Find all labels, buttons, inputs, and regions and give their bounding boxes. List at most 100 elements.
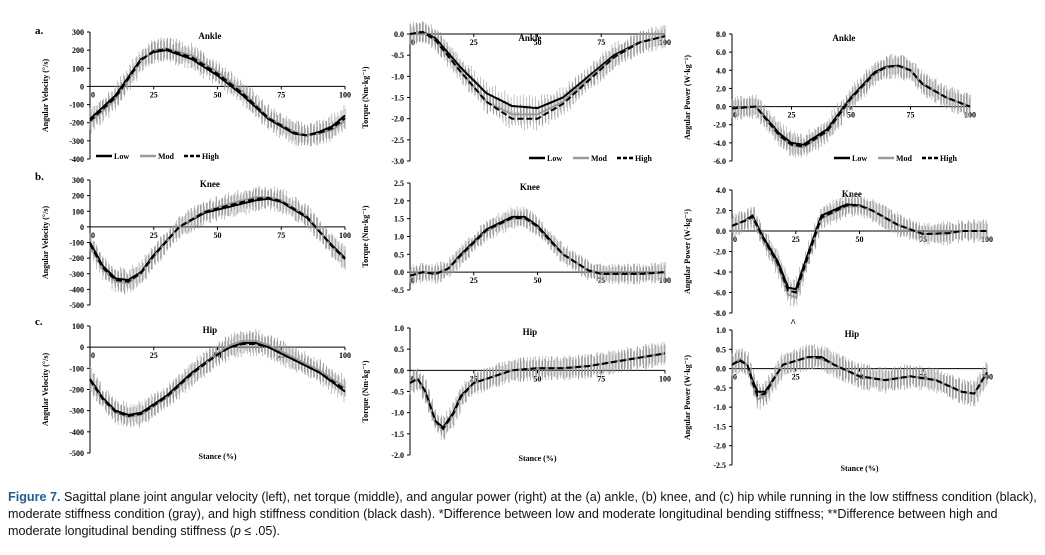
y-tick-label: 0 (80, 82, 84, 91)
row-label-c: c. (35, 316, 43, 328)
x-tick-label: 75 (277, 231, 285, 240)
x-tick-label: 0 (91, 90, 95, 99)
caption-text-a: Sagittal plane joint angular velocity (l… (8, 490, 1037, 538)
y-tick-label: 2.0 (394, 197, 404, 206)
y-tick-label: -300 (69, 407, 84, 416)
x-axis-label: Stance (%) (519, 454, 557, 463)
series-line-high (731, 355, 988, 397)
x-tick-label: 100 (981, 235, 993, 244)
x-tick-label: 25 (792, 373, 800, 382)
chart-title: Knee (200, 179, 220, 189)
x-tick-label: 100 (339, 231, 351, 240)
x-tick-label: 25 (470, 38, 478, 47)
y-tick-label: -400 (69, 428, 84, 437)
y-tick-label: 1.5 (394, 215, 404, 224)
y-tick-label: 1.0 (394, 233, 404, 242)
caption-p-italic: p (233, 524, 241, 538)
series-line-mod (731, 205, 987, 299)
y-tick-label: 0.5 (716, 345, 726, 354)
y-axis-label: Angular Power (W·kg⁻¹) (683, 55, 692, 140)
legend-label-low: Low (114, 152, 129, 161)
y-tick-label: 200 (72, 192, 84, 201)
chart-c2: 1.00.50.0-0.5-1.0-1.5-2.00255075100HipTo… (361, 324, 671, 463)
y-tick-label: -200 (69, 119, 84, 128)
series-line-high (731, 64, 971, 148)
y-tick-label: -2.0 (391, 451, 404, 460)
y-tick-label: 1.0 (394, 324, 404, 333)
row-label-a: a. (35, 25, 44, 37)
legend-label-high: High (202, 152, 219, 161)
y-tick-label: 8.0 (716, 30, 726, 39)
x-tick-label: 100 (339, 351, 351, 360)
y-tick-label: -0.5 (391, 51, 404, 60)
y-tick-label: 0.0 (716, 365, 726, 374)
y-tick-label: 4.0 (716, 186, 726, 195)
series-line-high (409, 30, 666, 120)
chart-title: Hip (845, 329, 860, 339)
caption-label: Figure 7. (8, 490, 61, 504)
y-tick-label: 2.0 (716, 207, 726, 216)
y-tick-label: 0.0 (716, 103, 726, 112)
y-tick-label: 0.0 (394, 366, 404, 375)
x-tick-label: 75 (907, 111, 915, 120)
y-tick-label: -0.5 (391, 286, 404, 295)
y-tick-label: -500 (69, 449, 84, 458)
series-line-low (731, 64, 971, 146)
y-axis-label: Angular Velocity (°/s) (41, 353, 50, 427)
chart-b1: 300 200 100 0 -100 -200 -300 -400 -500 0 25 50 75 100… (41, 176, 351, 310)
x-tick-label: 50 (214, 90, 222, 99)
x-tick-label: 50 (847, 111, 855, 120)
chart-a1: 300 200 100 0 -100 -200 -300 -400 0 25 50 75 100 Ankl… (41, 28, 351, 164)
x-tick-label: 25 (150, 231, 158, 240)
y-tick-label: -0.5 (713, 384, 726, 393)
error-bars (89, 328, 346, 428)
chart-b3: 4.0 2.0 0.0 -2.0 -4.0 -6.0 -8.0 0 25 50 75 100 Knee A… (683, 186, 993, 329)
series-line-high (89, 196, 346, 283)
y-tick-label: -400 (69, 285, 84, 294)
y-axis-label: Torque (Nm·kg⁻¹) (361, 205, 370, 267)
x-tick-label: 25 (150, 90, 158, 99)
chart-b2: 2.52.01.51.00.50.0-0.50255075100KneeTorq… (361, 179, 671, 295)
x-tick-label: 50 (214, 231, 222, 240)
x-tick-label: 50 (856, 235, 864, 244)
series-line-mod (409, 352, 666, 432)
y-tick-label: 0.0 (394, 268, 404, 277)
y-tick-label: -2.0 (391, 115, 404, 124)
y-tick-label: -1.5 (391, 430, 404, 439)
series-line-high (89, 48, 346, 137)
y-tick-label: 6.0 (716, 48, 726, 57)
x-tick-label: 75 (277, 351, 285, 360)
caption-text-b: ≤ .05). (240, 524, 281, 538)
y-tick-label: -1.0 (713, 403, 726, 412)
legend-label-mod: Mod (158, 152, 175, 161)
chart-c3: 1.00.50.0-0.5-1.0-1.5-2.0-2.50255075100H… (683, 326, 993, 473)
y-tick-label: 0.5 (394, 345, 404, 354)
y-tick-label: 4.0 (716, 66, 726, 75)
legend-label-high: High (940, 154, 957, 163)
y-axis-label: Torque (Nm·kg⁻¹) (361, 360, 370, 422)
y-tick-label: -1.0 (391, 409, 404, 418)
y-tick-label: -6.0 (713, 157, 726, 166)
x-tick-label: 50 (534, 38, 542, 47)
x-tick-label: 25 (150, 351, 158, 360)
legend-label-mod: Mod (591, 154, 608, 163)
figure-7: a. b. c. 300 200 100 0 -100 -200 -300 -400 0 25 50… (35, 20, 993, 473)
x-tick-label: 50 (534, 276, 542, 285)
error-bars (409, 341, 666, 441)
y-tick-label: 1.0 (716, 326, 726, 335)
legend-label-mod: Mod (896, 154, 913, 163)
y-tick-label: -4.0 (713, 139, 726, 148)
error-bars (731, 53, 971, 158)
y-tick-label: -300 (69, 270, 84, 279)
y-tick-label: 0 (80, 223, 84, 232)
x-tick-label: 0 (733, 235, 737, 244)
y-tick-label: -6.0 (713, 289, 726, 298)
legend-label-high: High (635, 154, 652, 163)
x-tick-label: 25 (470, 276, 478, 285)
y-tick-label: 0.0 (716, 227, 726, 236)
series-line-high (731, 204, 987, 294)
y-tick-label: -0.5 (391, 388, 404, 397)
y-tick-label: -2.0 (713, 248, 726, 257)
y-tick-label: -1.5 (391, 94, 404, 103)
x-axis-label: Stance (%) (841, 464, 879, 473)
